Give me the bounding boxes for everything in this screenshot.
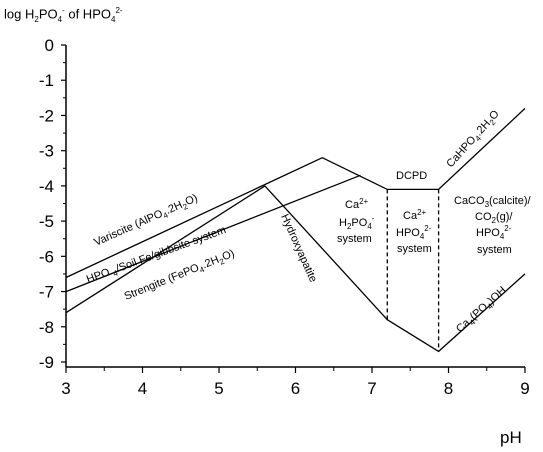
y-title-sub-2: 4	[57, 14, 63, 24]
x-tick-label: 5	[214, 379, 223, 398]
y-title-part-1: log H	[4, 6, 35, 22]
x-tick-label: 7	[367, 379, 376, 398]
y-title-sup-2: 2-	[115, 6, 123, 15]
y-title-sub-1: 2	[34, 14, 39, 24]
label-ca4-po4-oh: Ca4(PO4)OH	[454, 284, 510, 336]
line-hpo4-soil-fe	[65, 174, 361, 293]
x-tick-label: 9	[520, 379, 529, 398]
y-title-sub-3: 4	[110, 14, 116, 24]
y-tick-label: -1	[39, 71, 54, 90]
x-tick-label: 4	[138, 379, 147, 398]
label-ca-h2po4-system: Ca2+ H2PO4- system	[337, 197, 375, 245]
y-tick-label: -9	[39, 353, 54, 372]
svg-text:Ca2+: Ca2+	[345, 197, 369, 211]
svg-text:HPO42-: HPO42-	[396, 224, 432, 241]
svg-text:Ca2+: Ca2+	[403, 208, 427, 222]
line-strengite	[65, 185, 266, 314]
series-lines	[65, 107, 526, 353]
y-tick-label: -4	[39, 177, 54, 196]
label-caco3-co2-hpo4-system: CaCO3(calcite)/ CO2(g)/ HPO42- system	[454, 195, 532, 256]
svg-text:CO2(g)/: CO2(g)/	[475, 211, 513, 225]
svg-text:H2PO4-: H2PO4-	[339, 214, 375, 231]
y-title-part-3: of HPO	[64, 6, 111, 22]
svg-text:HPO42-: HPO42-	[476, 224, 512, 241]
svg-text:CaCO3(calcite)/: CaCO3(calcite)/	[454, 195, 532, 209]
x-tick-label: 6	[291, 379, 300, 398]
y-axis-title: log H2PO4- of HPO42-	[4, 6, 123, 24]
line-hydroxyapatite	[264, 185, 526, 353]
x-tick-label: 3	[61, 379, 70, 398]
y-tick-label: -5	[39, 212, 54, 231]
axes: 0 -1 -2 -3 -4 -5 -6 -7 -8 -9 3 4 5 6 7 8 9	[39, 36, 530, 398]
y-title-sup-1: -	[62, 6, 65, 15]
x-tick-label: 8	[444, 379, 453, 398]
x-axis-title: pH	[500, 428, 522, 447]
y-tick-label: -8	[39, 318, 54, 337]
y-tick-label: -6	[39, 247, 54, 266]
label-cahpo4-2h2o: CaHPO4.2H2O	[444, 108, 503, 172]
y-title-part-2: PO	[38, 6, 58, 22]
y-tick-label: 0	[45, 36, 54, 55]
svg-text:system: system	[337, 233, 372, 245]
y-tick-label: -2	[39, 106, 54, 125]
svg-text:system: system	[477, 244, 512, 256]
label-dcpd: DCPD	[396, 170, 427, 182]
label-ca-hpo4-system: Ca2+ HPO42- system	[396, 208, 432, 255]
svg-text:system: system	[397, 243, 432, 255]
y-tick-label: -7	[39, 283, 54, 302]
y-tick-label: -3	[39, 142, 54, 161]
